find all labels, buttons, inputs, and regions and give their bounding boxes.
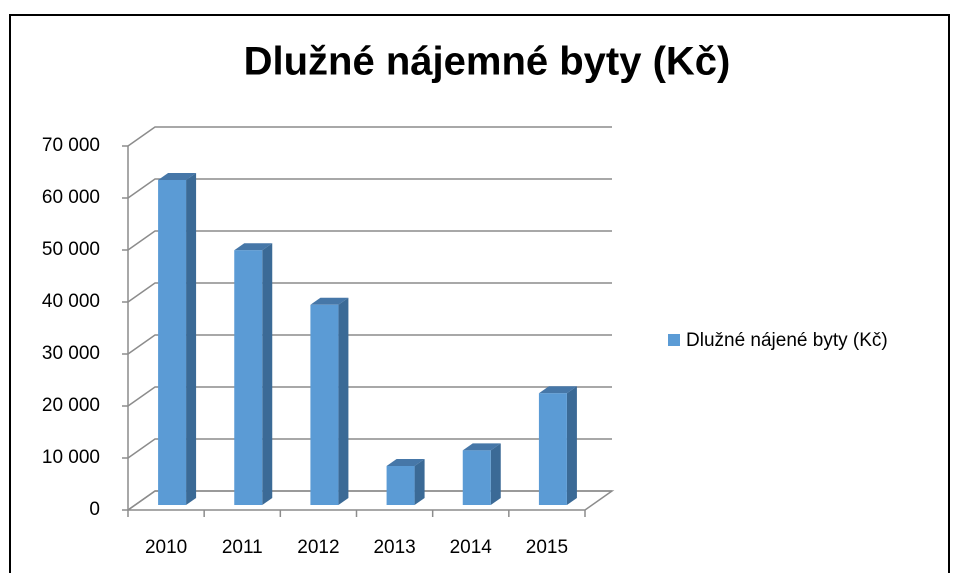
grid-line bbox=[127, 178, 612, 199]
bar bbox=[462, 443, 501, 505]
x-tick-label: 2012 bbox=[297, 537, 339, 558]
bar-face bbox=[262, 243, 273, 505]
grid-line bbox=[127, 334, 612, 355]
bar-face bbox=[490, 443, 501, 505]
x-tick-label: 2013 bbox=[373, 537, 415, 558]
y-tick-label: 50 000 bbox=[42, 239, 100, 260]
bar-face bbox=[310, 304, 339, 505]
grid-line bbox=[127, 490, 612, 511]
chart-title: Dlužné nájemné byty (Kč) bbox=[244, 40, 731, 84]
grid-line bbox=[127, 230, 612, 251]
bar bbox=[158, 173, 197, 505]
bar-face bbox=[538, 393, 567, 505]
bar-face bbox=[234, 243, 273, 251]
grid-line bbox=[127, 438, 612, 459]
bar-face bbox=[158, 180, 187, 505]
x-tick-label: 2014 bbox=[450, 537, 493, 558]
bar bbox=[538, 386, 577, 505]
y-tick-label: 10 000 bbox=[42, 447, 100, 468]
y-tick-label: 30 000 bbox=[42, 343, 100, 364]
grid-line bbox=[127, 386, 612, 407]
y-tick-label: 60 000 bbox=[42, 187, 100, 208]
x-tick-label: 2015 bbox=[526, 537, 568, 558]
bar-face bbox=[462, 450, 491, 505]
bar-face bbox=[234, 250, 263, 505]
legend-label: Dlužné nájené byty (Kč) bbox=[686, 330, 888, 351]
grid-line bbox=[127, 282, 612, 303]
bar bbox=[386, 459, 425, 505]
bar-face bbox=[386, 466, 415, 505]
bar-face bbox=[566, 386, 577, 505]
bar bbox=[310, 297, 349, 505]
bar-face bbox=[414, 459, 425, 505]
x-tick-label: 2011 bbox=[222, 537, 263, 558]
bar-face bbox=[386, 459, 425, 466]
bar-face bbox=[338, 297, 349, 505]
y-tick-label: 70 000 bbox=[42, 135, 100, 156]
bar bbox=[234, 243, 273, 505]
bar-face bbox=[462, 443, 501, 451]
y-tick-label: 20 000 bbox=[42, 395, 100, 416]
y-tick-label: 40 000 bbox=[42, 291, 100, 312]
bar-face bbox=[538, 386, 577, 394]
grid-line bbox=[127, 126, 612, 147]
legend-swatch bbox=[668, 334, 680, 346]
y-tick-label: 0 bbox=[89, 499, 100, 520]
x-tick-label: 2010 bbox=[145, 537, 187, 558]
bar-face bbox=[310, 297, 349, 305]
bar-face bbox=[186, 173, 197, 505]
bar-face bbox=[158, 173, 197, 180]
